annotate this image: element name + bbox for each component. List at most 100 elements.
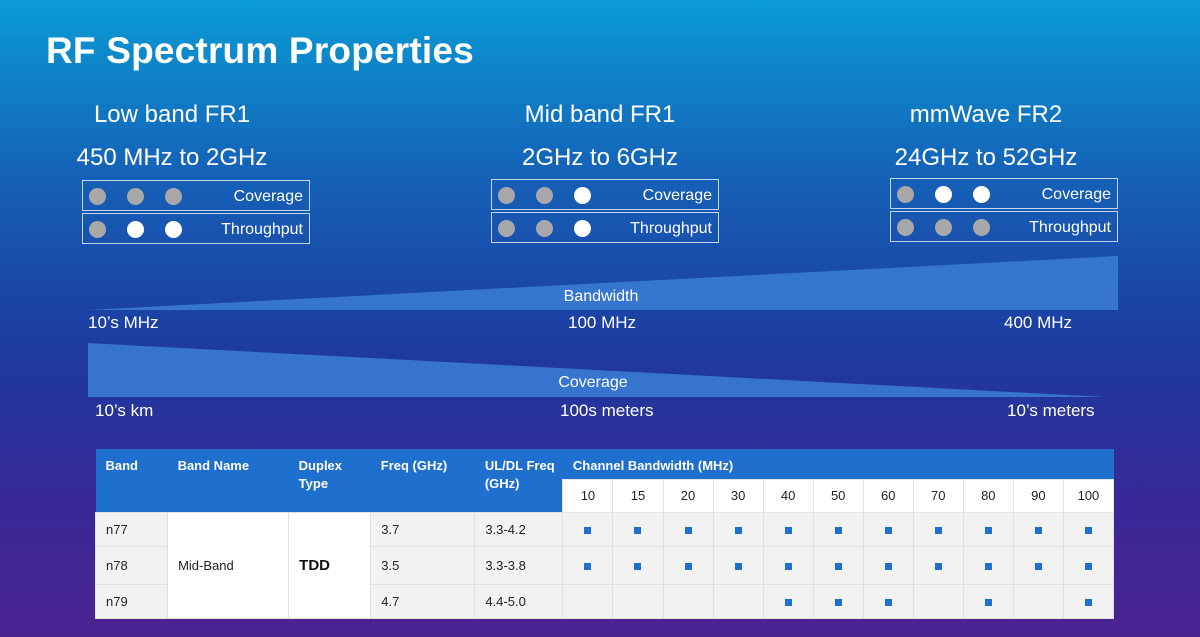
- metric-label-throughput: Throughput: [630, 220, 712, 237]
- bw-support-cell: [962, 511, 1014, 547]
- coverage-tick-mid: 100s meters: [560, 401, 654, 420]
- bw-column-header: 30: [712, 478, 764, 513]
- bw-support-cell: [662, 545, 714, 585]
- supported-marker: [984, 562, 992, 570]
- band-name-low: Low band FR1: [93, 101, 251, 128]
- bw-support-cell: [762, 545, 814, 585]
- rating-dot: [973, 219, 990, 236]
- bw-support-cell: [562, 511, 614, 547]
- bw-column-header: 60: [862, 478, 914, 513]
- bw-column-header: 70: [912, 478, 964, 513]
- band-name-mid: Mid band FR1: [524, 101, 676, 128]
- metric-box-mid-coverage: Coverage: [491, 179, 719, 210]
- supported-marker: [1084, 562, 1092, 570]
- supported-marker: [784, 526, 792, 534]
- supported-marker: [634, 526, 642, 534]
- rating-dot: [89, 221, 106, 238]
- bw-support-cell: [662, 583, 714, 619]
- metric-label-coverage: Coverage: [233, 188, 303, 205]
- bw-support-cell: [562, 583, 614, 619]
- bw-support-cell: [712, 511, 764, 547]
- bw-support-cell: [962, 545, 1014, 585]
- header-channel-bw: Channel Bandwidth (MHz): [562, 449, 1114, 479]
- metric-box-mmwave-coverage: Coverage: [890, 178, 1118, 209]
- bw-support-cell: [1012, 583, 1064, 619]
- coverage-tick-low: 10’s km: [95, 401, 154, 420]
- supported-marker: [1034, 562, 1042, 570]
- bw-support-cell: [812, 511, 864, 547]
- table-row: n77 Mid-Band TDD 3.7 3.3-4.2: [94, 511, 1115, 619]
- rating-dot: [574, 187, 591, 204]
- bw-support-cell: [712, 583, 764, 619]
- bw-column-header: 15: [612, 478, 664, 513]
- uldl-cell: 3.3-3.8: [474, 545, 564, 585]
- band-cell: n77: [94, 511, 169, 547]
- supported-marker: [984, 598, 992, 606]
- bw-column-header: 10: [562, 478, 614, 513]
- bw-support-cell: [1062, 583, 1115, 619]
- band-range-mmwave: 24GHz to 52GHz: [894, 144, 1078, 171]
- bw-support-cell: [762, 511, 814, 547]
- rating-dot: [498, 220, 515, 237]
- band-cell: n79: [94, 583, 169, 619]
- bw-support-cell: [862, 545, 914, 585]
- bandwidth-tick-low: 10’s MHz: [88, 313, 159, 332]
- metric-label-coverage: Coverage: [642, 187, 712, 204]
- supported-marker: [834, 562, 842, 570]
- supported-marker: [734, 526, 742, 534]
- supported-marker: [1034, 526, 1042, 534]
- bandwidth-tick-high: 400 MHz: [1004, 313, 1073, 332]
- rating-dot: [574, 220, 591, 237]
- bw-support-cell: [1062, 511, 1115, 547]
- supported-marker: [834, 598, 842, 606]
- bandwidth-label: Bandwidth: [563, 288, 639, 305]
- rating-dot: [127, 188, 144, 205]
- bandwidth-wedge: [88, 256, 1118, 310]
- header-freq: Freq (GHz): [370, 449, 475, 512]
- bandwidth-tick-mid: 100 MHz: [568, 313, 637, 332]
- bw-header-row: 10 15 20 30 40 50 60 70 80 90 100: [96, 478, 1115, 513]
- duplex-cell: TDD: [288, 511, 372, 619]
- band-name-cell: Mid-Band: [167, 511, 290, 619]
- bw-support-cell: [612, 511, 664, 547]
- coverage-wedge: [88, 343, 1105, 397]
- rating-dot: [89, 188, 106, 205]
- bw-support-cell: [712, 545, 764, 585]
- page-title: RF Spectrum Properties: [46, 30, 474, 71]
- rating-dot: [536, 220, 553, 237]
- metric-label-throughput: Throughput: [221, 221, 303, 238]
- rating-dot: [935, 219, 952, 236]
- bw-column-header: 20: [662, 478, 714, 513]
- supported-marker: [584, 562, 592, 570]
- supported-marker: [684, 526, 692, 534]
- supported-marker: [1084, 598, 1092, 606]
- band-range-low: 450 MHz to 2GHz: [76, 144, 268, 171]
- supported-marker: [584, 526, 592, 534]
- bw-support-cell: [812, 583, 864, 619]
- bw-support-cell: [912, 511, 964, 547]
- rating-dot: [935, 186, 952, 203]
- supported-marker: [984, 526, 992, 534]
- bw-column-header: 40: [762, 478, 814, 513]
- metric-label-coverage: Coverage: [1041, 186, 1111, 203]
- supported-marker: [884, 562, 892, 570]
- rating-dot: [973, 186, 990, 203]
- bw-support-cell: [1062, 545, 1115, 585]
- rating-dot: [127, 221, 144, 238]
- rating-dot: [897, 186, 914, 203]
- band-cell: n78: [94, 545, 169, 585]
- bw-column-header: 100: [1062, 478, 1115, 513]
- bw-column-header: 90: [1012, 478, 1064, 513]
- supported-marker: [734, 562, 742, 570]
- uldl-cell: 4.4-5.0: [474, 583, 564, 619]
- bw-support-cell: [662, 511, 714, 547]
- coverage-scale-label: Coverage: [558, 374, 628, 391]
- rating-dot: [498, 187, 515, 204]
- supported-marker: [684, 562, 692, 570]
- bw-support-cell: [912, 545, 964, 585]
- metric-box-low-coverage: Coverage: [82, 180, 310, 211]
- metric-box-low-throughput: Throughput: [82, 213, 310, 244]
- freq-cell: 3.7: [370, 511, 476, 547]
- header-band: Band: [95, 449, 168, 512]
- rating-dot: [165, 188, 182, 205]
